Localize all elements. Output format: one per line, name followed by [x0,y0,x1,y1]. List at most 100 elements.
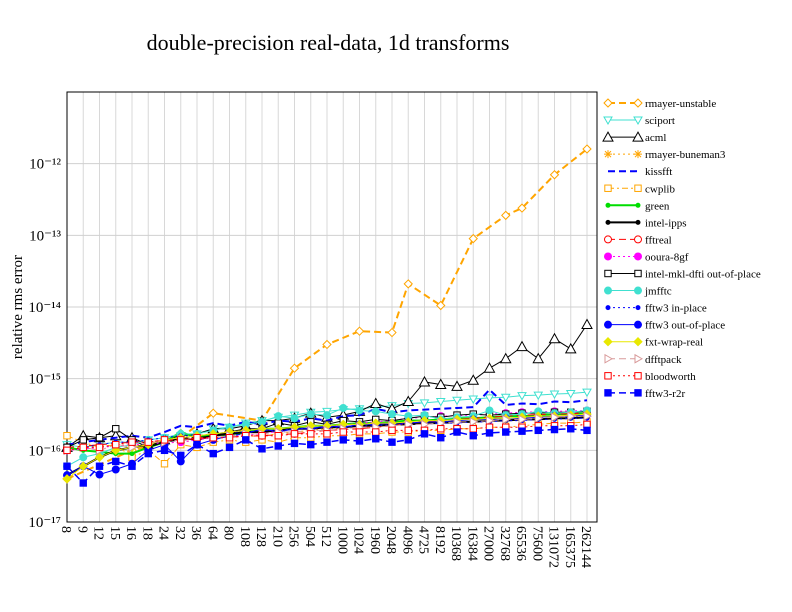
marker [499,352,512,364]
legend-marker [602,131,614,142]
x-tick-label: 1000 [334,526,349,554]
legend-marker [603,98,613,108]
x-tick-label: 24 [156,526,171,540]
legend-marker [634,389,642,397]
marker [404,419,414,430]
series-line [66,148,588,480]
legend-marker [634,235,642,244]
x-tick-label: 16 [123,526,138,540]
marker [388,426,396,435]
marker [583,426,591,435]
marker [467,374,480,385]
legend-label: fftw3-r2r [645,388,685,400]
marker [79,453,88,462]
marker [534,413,544,424]
marker [501,210,511,221]
marker [437,434,445,442]
x-tick-label: 165375 [562,526,577,568]
legend-label: rmayer-unstable [645,98,716,110]
y-tick-label: 10⁻¹² [29,157,61,173]
legend-marker [634,184,642,192]
marker [518,414,528,425]
marker [95,434,104,442]
x-tick-label: 512 [318,526,333,547]
marker [402,395,415,407]
x-tick-label: 8192 [432,526,447,554]
marker [533,391,544,401]
marker [469,416,479,427]
x-tick-label: 32 [172,526,187,540]
marker [517,203,527,213]
legend-marker [634,353,644,364]
legend-label: fftw3 in-place [645,303,707,315]
marker [564,342,577,354]
legend-label: rmayer-buneman3 [645,149,726,161]
x-tick-label: 15 [107,526,122,540]
marker [372,428,380,436]
marker [95,462,104,470]
marker [486,415,495,426]
y-tick-label: 10⁻¹⁴ [28,300,61,316]
x-tick-label: 4725 [416,526,431,554]
x-tick-label: 108 [237,526,252,547]
marker [160,436,169,444]
marker [582,388,592,398]
legend-marker [634,269,642,278]
marker [485,429,494,437]
x-tick-label: 504 [302,526,317,547]
marker [502,414,511,425]
legend-marker [633,116,643,126]
marker [193,434,201,442]
marker [193,440,201,449]
y-tick-label: 10⁻¹⁷ [28,515,61,531]
series-line [66,415,587,451]
legend-marker [634,286,642,295]
legend-marker [635,305,641,311]
marker [258,445,266,453]
legend-marker [604,286,612,295]
marker [274,412,283,421]
marker [160,460,169,468]
marker [452,396,462,406]
marker [583,411,593,422]
legend-marker [635,202,641,208]
marker [290,439,299,448]
legend-label: kissfft [645,166,672,178]
marker [290,414,299,423]
marker [225,443,234,452]
marker [112,425,120,433]
legend-marker [632,131,644,142]
legend-label: fftreal [645,234,672,246]
marker [567,425,575,433]
marker [517,392,527,401]
legend-marker [634,150,642,159]
marker [323,430,331,438]
marker [111,465,120,474]
legend-marker [604,235,612,244]
x-tick-label: 10368 [448,526,463,561]
x-tick-label: 65536 [513,526,528,561]
legend-label: intel-mkl-dfti out-of-place [645,269,761,281]
legend-label: bloodworth [645,371,696,383]
marker [437,425,445,433]
marker [112,457,120,466]
legend-marker [604,320,612,329]
marker [289,363,300,373]
marker [532,352,545,364]
x-tick-label: 9 [74,526,89,533]
legend-marker [634,252,642,261]
x-tick-label: 32768 [497,526,512,561]
x-tick-label: 80 [221,526,236,540]
marker [79,436,87,444]
marker [468,395,479,405]
marker [95,443,104,452]
x-tick-label: 4096 [399,526,414,554]
marker [404,426,412,435]
series-line [66,388,588,446]
marker [371,407,380,416]
marker [453,416,463,427]
legend-marker [604,150,612,159]
marker [78,461,88,471]
y-axis-label: relative rms error [10,255,26,359]
marker [550,425,559,434]
